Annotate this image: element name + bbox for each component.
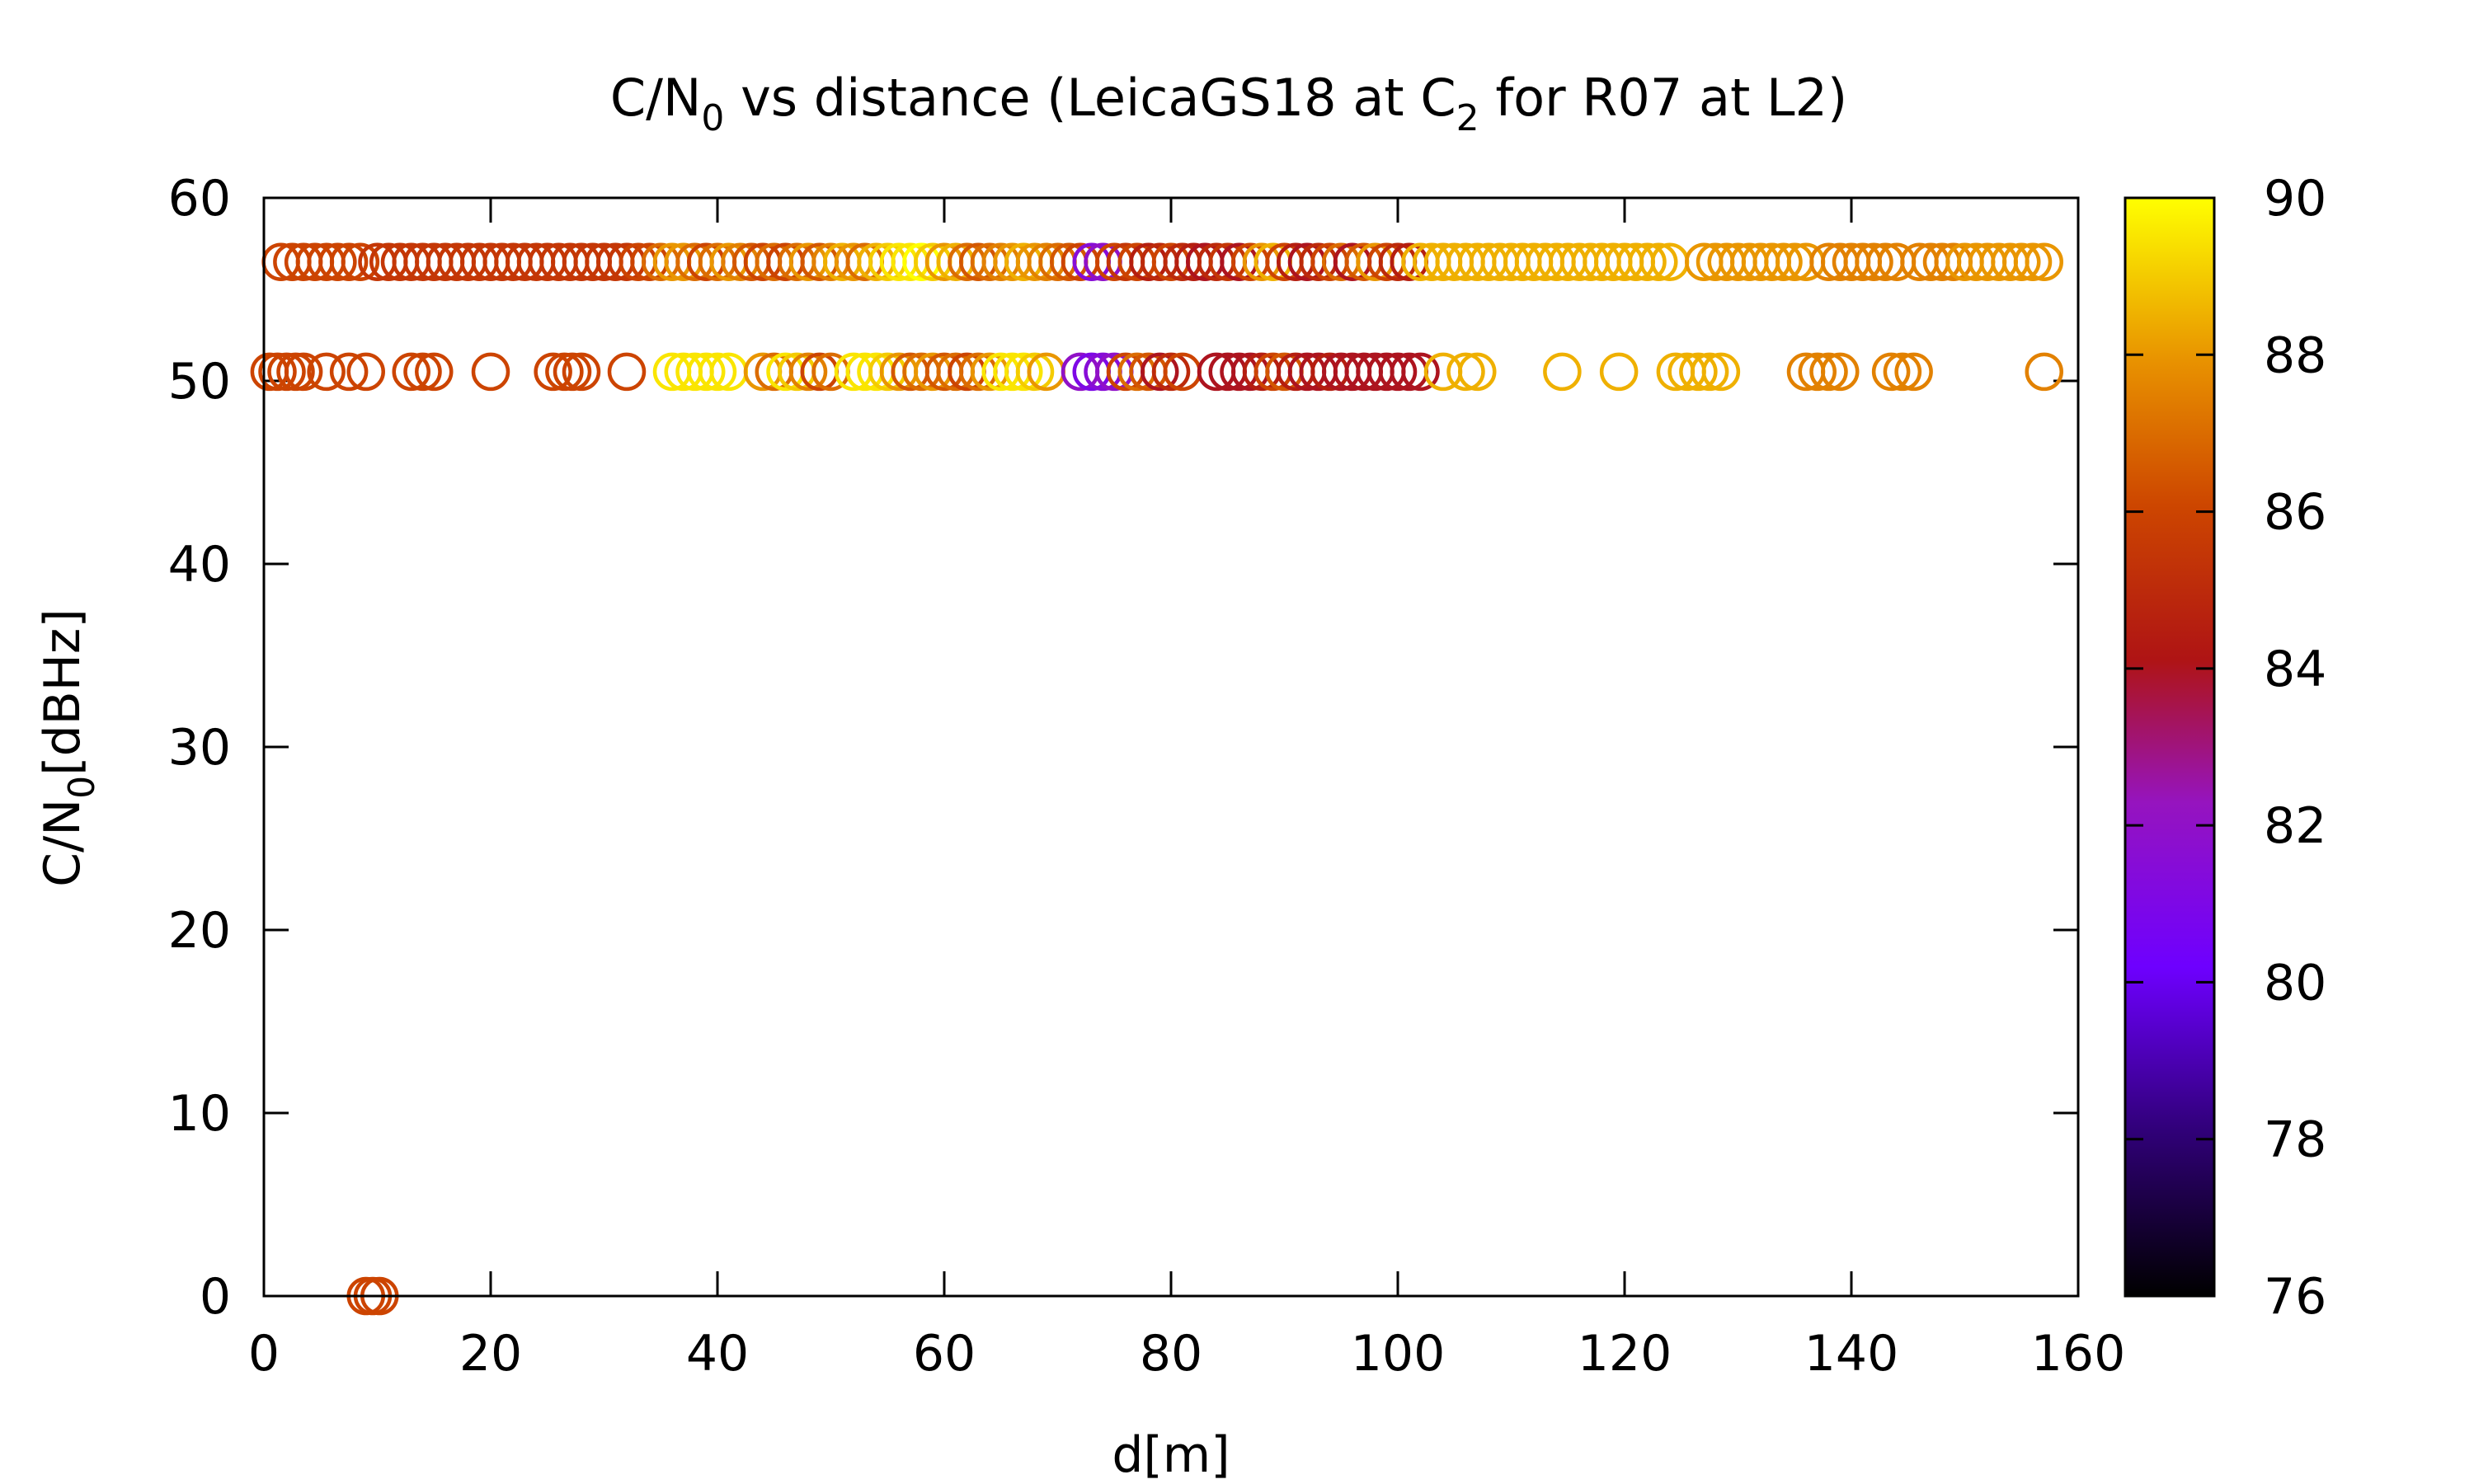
x-tick-label: 40 xyxy=(686,1325,749,1383)
data-point xyxy=(392,352,430,392)
y-tick-label: 50 xyxy=(168,353,231,411)
data-point xyxy=(1401,352,1440,392)
data-point xyxy=(1690,352,1729,392)
data-point xyxy=(687,352,726,392)
data-point xyxy=(329,242,369,281)
data-point xyxy=(1894,352,1933,392)
y-tick-label: 30 xyxy=(168,719,231,777)
x-tick-label: 80 xyxy=(1140,1325,1202,1383)
colorbar-tick-label: 80 xyxy=(2264,954,2326,1012)
data-point xyxy=(1599,352,1639,392)
data-point xyxy=(346,352,385,392)
data-point xyxy=(258,352,297,392)
data-point xyxy=(267,352,306,392)
y-axis-label: C/N0[dBHz] xyxy=(34,608,103,887)
y-tick-label: 20 xyxy=(168,902,231,960)
data-point xyxy=(607,352,647,392)
colorbar-tick-label: 82 xyxy=(2264,797,2326,855)
colorbar-tick-label: 90 xyxy=(2264,170,2326,228)
colorbar-tick-label: 78 xyxy=(2264,1111,2326,1169)
data-point xyxy=(1458,352,1497,392)
x-tick-label: 160 xyxy=(2031,1325,2126,1383)
data-point xyxy=(1378,352,1418,392)
data-point xyxy=(698,352,737,392)
data-point xyxy=(403,352,442,392)
data-point xyxy=(1798,352,1837,392)
data-point xyxy=(2013,242,2053,281)
data-point xyxy=(1446,352,1485,392)
x-tick-label: 120 xyxy=(1578,1325,1672,1383)
y-tick-label: 40 xyxy=(168,536,231,594)
x-tick-label: 20 xyxy=(459,1325,522,1383)
data-point xyxy=(2025,352,2063,392)
data-point xyxy=(1883,352,1922,392)
colorbar-tick-label: 76 xyxy=(2264,1268,2326,1326)
data-point xyxy=(318,242,357,281)
colorbar-ticks: 76 78 80 82 84 86 88 90 xyxy=(2125,170,2326,1326)
x-tick-label: 100 xyxy=(1351,1325,1446,1383)
x-tick-label: 0 xyxy=(248,1325,280,1383)
x-axis-label: d[m] xyxy=(1112,1426,1230,1484)
data-point xyxy=(1809,352,1848,392)
data-point xyxy=(307,352,346,392)
data-point xyxy=(1151,352,1191,392)
data-point xyxy=(788,352,828,392)
y-tick-label: 10 xyxy=(168,1085,231,1143)
colorbar xyxy=(2124,196,2216,1298)
data-point xyxy=(553,352,592,392)
data-point xyxy=(1855,242,1893,281)
data-point xyxy=(471,352,510,392)
colorbar-tick-label: 86 xyxy=(2264,484,2326,542)
data-point xyxy=(2025,242,2063,281)
data-point xyxy=(329,352,369,392)
data-point xyxy=(1141,352,1179,392)
colorbar-tick-label: 84 xyxy=(2264,641,2326,698)
data-point xyxy=(1004,352,1043,392)
y-tick-label: 0 xyxy=(200,1268,231,1326)
data-point xyxy=(284,352,323,392)
axis-ticks: 0 20 40 60 80 100 120 140 160 0 10 20 30 40 50 60 xyxy=(168,170,2126,1383)
data-point xyxy=(1628,242,1667,281)
x-tick-label: 140 xyxy=(1804,1325,1899,1383)
data-point xyxy=(1639,242,1678,281)
data-point xyxy=(534,352,572,392)
data-point xyxy=(1821,352,1860,392)
data-point xyxy=(341,242,380,281)
data-point xyxy=(1701,352,1741,392)
data-point xyxy=(1015,352,1055,392)
x-tick-label: 60 xyxy=(913,1325,976,1383)
chart-title: C/N0 vs distance (LeicaGS18 at C2 for R0… xyxy=(610,68,1847,139)
data-point xyxy=(1871,352,1911,392)
data-point xyxy=(1679,352,1718,392)
colorbar-tick-label: 88 xyxy=(2264,326,2326,384)
plot-frame xyxy=(262,196,2080,1298)
data-point xyxy=(1764,242,1803,281)
data-point xyxy=(2002,242,2041,281)
data-point xyxy=(562,352,601,392)
data-points xyxy=(250,242,2063,1316)
data-point xyxy=(415,352,454,392)
data-point xyxy=(1543,352,1582,392)
y-tick-label: 60 xyxy=(168,170,231,228)
